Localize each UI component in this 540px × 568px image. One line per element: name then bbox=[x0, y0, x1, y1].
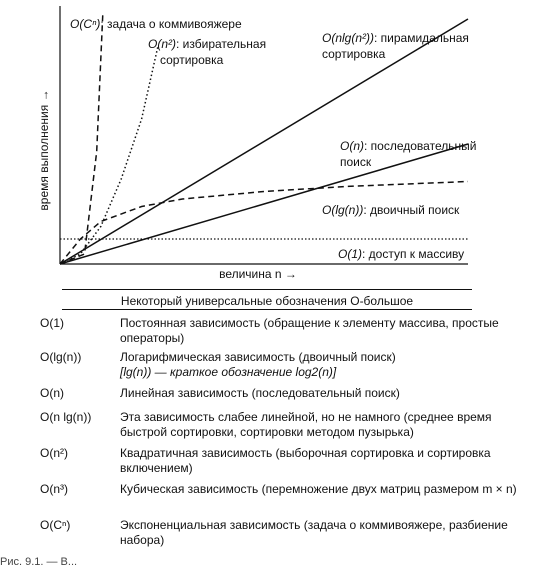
row-description: Квадратичная зависимость (выборочная сор… bbox=[120, 446, 491, 475]
curve-linear bbox=[59, 143, 469, 265]
label-quadratic-line2: сортировка bbox=[160, 53, 224, 67]
curve-exponential bbox=[59, 13, 104, 265]
row-description-main: Логарифмическая зависимость (двоичный по… bbox=[120, 350, 396, 364]
curve-nlogn bbox=[59, 18, 469, 265]
row-symbol: O(1) bbox=[40, 316, 64, 330]
row-description: Эта зависимость слабее линейной, но не н… bbox=[120, 410, 492, 439]
label-constant-sym: O(1) bbox=[338, 247, 362, 261]
row-symbol: O(n lg(n)) bbox=[40, 410, 92, 424]
label-linear: O(n): последовательный bbox=[340, 139, 476, 153]
x-axis-label: величина n → bbox=[219, 267, 297, 281]
label-nlogn-line2: сортировка bbox=[322, 47, 386, 61]
y-axis-label: время выполнения → bbox=[37, 89, 51, 210]
label-quadratic-text: : избирательная bbox=[176, 37, 266, 51]
table-top-rule bbox=[62, 289, 472, 290]
table-title: Некоторый универсальные обозначения О-бо… bbox=[120, 294, 414, 308]
label-quadratic: O(n²): избирательная bbox=[148, 37, 266, 51]
label-quadratic-sym: O(n²) bbox=[148, 37, 176, 51]
label-logarithmic-text: : двоичный поиск bbox=[363, 203, 460, 217]
row-description: Кубическая зависимость (перемножение дву… bbox=[120, 482, 517, 496]
label-linear-line2: поиск bbox=[340, 155, 372, 169]
label-nlogn-sym: O(nlg(n²)) bbox=[322, 31, 374, 45]
label-constant-text: : доступ к массиву bbox=[362, 247, 464, 261]
row-symbol: O(n) bbox=[40, 386, 64, 400]
curve-logarithmic bbox=[59, 180, 469, 265]
label-nlogn: O(nlg(n²)): пирамидальная bbox=[322, 31, 469, 45]
row-description: Логарифмическая зависимость (двоичный по… bbox=[120, 350, 530, 380]
label-linear-text: : последовательный bbox=[364, 139, 476, 153]
row-symbol: O(n³) bbox=[40, 482, 68, 496]
table-header-rule bbox=[62, 309, 472, 310]
label-linear-sym: O(n) bbox=[340, 139, 364, 153]
row-description: Линейная зависимость (последовательный п… bbox=[120, 386, 400, 400]
label-constant: O(1): доступ к массиву bbox=[338, 247, 464, 261]
row-description: Постоянная зависимость (обращение к элем… bbox=[120, 316, 499, 345]
complexity-chart: время выполнения → величина n → O(Cⁿ): з… bbox=[37, 6, 476, 281]
figure-caption: Рис. 9.1. — В... bbox=[0, 556, 78, 568]
row-description: Экспоненциальная зависимость (задача о к… bbox=[120, 518, 508, 547]
label-exponential-sym: O(Cⁿ) bbox=[70, 17, 100, 31]
row-symbol: O(n²) bbox=[40, 446, 68, 460]
row-symbol: O(Cⁿ) bbox=[40, 518, 71, 532]
row-symbol: O(lg(n)) bbox=[40, 350, 82, 364]
label-nlogn-text: : пирамидальная bbox=[374, 31, 469, 45]
label-logarithmic: O(lg(n)): двоичный поиск bbox=[322, 203, 460, 217]
label-exponential: O(Cⁿ): задача о коммивояжере bbox=[70, 17, 242, 31]
curve-quadratic bbox=[59, 46, 159, 265]
label-logarithmic-sym: O(lg(n)) bbox=[322, 203, 363, 217]
label-exponential-text: : задача о коммивояжере bbox=[100, 17, 242, 31]
row-description-note: [lg(n)) — краткое обозначение log2(n)] bbox=[120, 365, 337, 379]
